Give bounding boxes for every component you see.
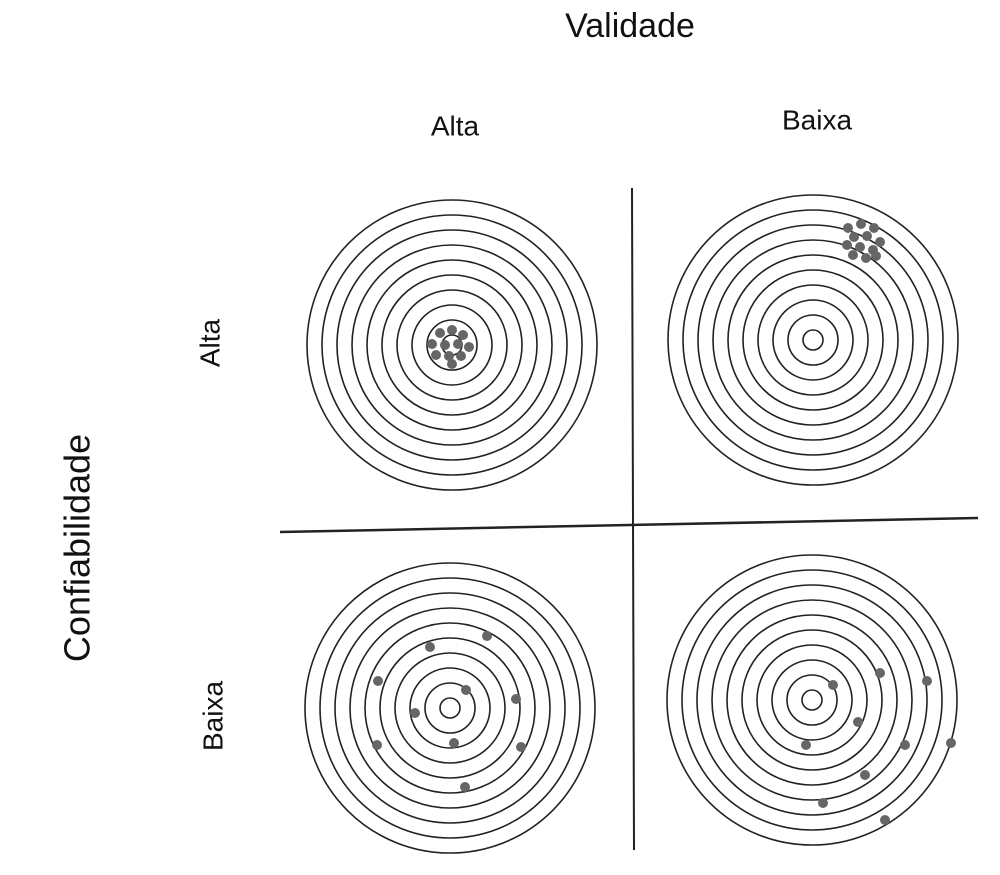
target-ring <box>667 194 959 486</box>
hit-dot <box>440 340 450 350</box>
hit-dot <box>853 717 863 727</box>
hit-dot <box>871 251 881 261</box>
hit-dot <box>900 740 910 750</box>
row-axis-title: Confiabilidade <box>57 434 98 662</box>
target-ring <box>696 584 928 816</box>
divider <box>631 187 635 851</box>
target-ring <box>306 199 598 491</box>
hit-dot <box>482 631 492 641</box>
hit-dot <box>856 219 866 229</box>
hit-dot <box>464 342 474 352</box>
hit-dot <box>855 242 865 252</box>
title: Validade <box>565 7 695 45</box>
target-ring <box>756 644 868 756</box>
hit-dot <box>861 253 871 263</box>
hit-dot <box>447 325 457 335</box>
target-ring <box>697 224 929 456</box>
hit-dot <box>849 232 859 242</box>
target-ring <box>334 592 566 824</box>
hit-dot <box>447 359 457 369</box>
target-ring <box>424 682 476 734</box>
target-ring <box>742 269 884 411</box>
target-ring <box>727 254 899 426</box>
target-ring <box>396 289 508 401</box>
row-label: Alta <box>194 318 225 367</box>
target-ring <box>379 637 521 779</box>
target-ring <box>802 329 824 351</box>
hit-dot <box>372 740 382 750</box>
hit-dot <box>818 798 828 808</box>
target-ring <box>409 667 491 749</box>
column-label: Alta <box>431 110 480 141</box>
hit-dot <box>427 339 437 349</box>
hit-dot <box>453 339 463 349</box>
target-ring <box>364 622 536 794</box>
row-label: Baixa <box>197 681 228 751</box>
hit-dot <box>516 742 526 752</box>
target-ring <box>394 652 506 764</box>
target-ring <box>682 209 944 471</box>
hit-dot <box>458 330 468 340</box>
target-ring <box>351 244 553 446</box>
hit-dot <box>875 237 885 247</box>
hit-dot <box>460 782 470 792</box>
hit-dot <box>828 680 838 690</box>
hit-dot <box>449 738 459 748</box>
hit-dot <box>431 350 441 360</box>
hit-dot <box>843 223 853 233</box>
target-ring <box>801 689 823 711</box>
hit-dot <box>869 223 879 233</box>
target-ring <box>757 284 869 396</box>
target-ring <box>411 304 493 386</box>
target-ring <box>304 562 596 854</box>
hit-dot <box>862 231 872 241</box>
targets <box>304 194 959 854</box>
hit-dot <box>875 668 885 678</box>
hit-dot <box>946 738 956 748</box>
target-ring <box>787 314 839 366</box>
hit-dot <box>880 815 890 825</box>
hit-dot <box>922 676 932 686</box>
hit-dot <box>842 240 852 250</box>
hit-dot <box>848 250 858 260</box>
target-ring <box>366 259 538 431</box>
hit-dot <box>425 642 435 652</box>
hit-dot <box>511 694 521 704</box>
target-ring <box>712 239 914 441</box>
hit-dot <box>461 685 471 695</box>
hit-dot <box>444 351 454 361</box>
target-ring <box>786 674 838 726</box>
target-ring <box>772 299 854 381</box>
target-ring <box>711 599 913 801</box>
target-ring <box>771 659 853 741</box>
hit-dot <box>860 770 870 780</box>
divider <box>279 516 979 534</box>
target-ring <box>336 229 568 461</box>
target-ring <box>439 697 461 719</box>
hit-dot <box>801 740 811 750</box>
hit-dot <box>373 676 383 686</box>
target-ring <box>666 554 958 846</box>
target-ring <box>426 319 478 371</box>
target-ring <box>381 274 523 416</box>
target-ring <box>349 607 551 809</box>
column-label: Baixa <box>782 104 852 135</box>
target-ring <box>681 569 943 831</box>
target-ring <box>319 577 581 839</box>
hit-dot <box>456 351 466 361</box>
hit-dot <box>410 708 420 718</box>
target-ring <box>726 614 898 786</box>
target-ring <box>321 214 583 476</box>
target-ring <box>741 629 883 771</box>
hit-dot <box>435 328 445 338</box>
